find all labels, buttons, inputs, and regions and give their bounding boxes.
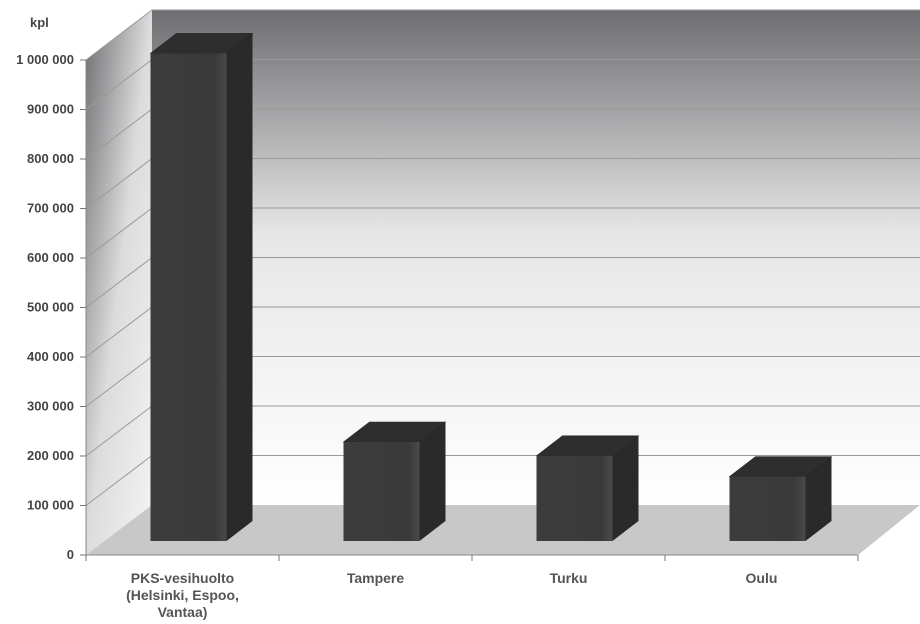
y-tick-label: 100 000 — [27, 498, 74, 513]
y-axis-unit-label: kpl — [30, 15, 49, 30]
category-label: Tampere — [347, 570, 405, 586]
category-label-line: Turku — [550, 570, 588, 586]
y-tick-label: 600 000 — [27, 250, 74, 265]
gridline-diagonal — [85, 9, 153, 61]
x-axis-ticks — [85, 555, 859, 561]
category-label-line: Tampere — [347, 570, 405, 586]
bar-front — [536, 455, 613, 541]
y-tick-label: 800 000 — [27, 151, 74, 166]
bars — [149, 33, 833, 542]
bar — [535, 435, 640, 541]
y-tick-label: 0 — [67, 547, 74, 562]
bar-side — [612, 435, 639, 541]
bar-side — [805, 456, 832, 541]
gridline-diagonal — [85, 455, 153, 506]
y-tick-label: 200 000 — [27, 448, 74, 463]
bar-front — [729, 476, 806, 541]
category-label: Turku — [550, 570, 588, 586]
gridline-diagonal — [85, 306, 153, 358]
y-tick-label: 500 000 — [27, 300, 74, 315]
bar-side — [419, 422, 446, 541]
bar — [149, 33, 254, 542]
category-label: PKS-vesihuolto (Helsinki, Espoo, Vantaa) — [126, 570, 239, 620]
bar — [342, 421, 447, 541]
y-tick-label: 1 000 000 — [16, 52, 74, 67]
gridline-diagonal — [85, 405, 153, 457]
category-label-line: Vantaa) — [158, 604, 208, 620]
y-axis-ticks: 0 100 000 200 000 300 000 400 000 500 000 600 … — [16, 52, 86, 562]
gridline-diagonal — [85, 158, 153, 209]
gridline-diagonal — [85, 207, 153, 259]
y-tick-label: 900 000 — [27, 102, 74, 117]
bar-front — [150, 53, 227, 542]
y-tick-label: 700 000 — [27, 201, 74, 216]
category-labels: PKS-vesihuolto (Helsinki, Espoo, Vantaa) Ta… — [126, 570, 777, 620]
gridline-diagonal — [85, 108, 153, 160]
category-label-line: Oulu — [746, 570, 778, 586]
bar — [728, 456, 833, 541]
chart-floor — [86, 505, 920, 555]
category-label: Oulu — [746, 570, 778, 586]
gridline-diagonal — [85, 356, 153, 407]
gridline-diagonal — [85, 257, 153, 308]
gridlines — [85, 9, 920, 506]
bar-front — [343, 442, 420, 541]
bar-side — [226, 33, 253, 542]
gridline-diagonal — [85, 59, 153, 110]
category-label-line: (Helsinki, Espoo, — [126, 587, 239, 603]
y-tick-label: 400 000 — [27, 349, 74, 364]
y-tick-label: 300 000 — [27, 399, 74, 414]
category-label-line: PKS-vesihuolto — [131, 570, 234, 586]
